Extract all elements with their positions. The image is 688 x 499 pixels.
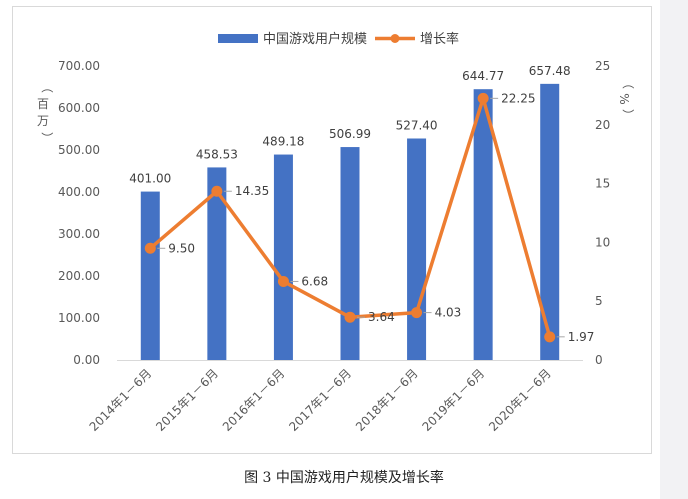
page-edge — [660, 0, 688, 499]
right-axis-tick-label: 0 — [595, 353, 603, 367]
line-point — [344, 311, 356, 323]
line-value-label: 3.64 — [368, 310, 395, 324]
right-axis-tick-label: 25 — [595, 59, 610, 73]
right-axis-tick-label: 10 — [595, 235, 610, 249]
left-axis-title-char: 百 — [37, 97, 49, 111]
line-point — [144, 242, 156, 254]
left-axis-tick-label: 600.00 — [58, 101, 100, 115]
x-axis-tick-label: 2017年1－6月 — [286, 366, 354, 434]
x-axis-tick-label: 2018年1－6月 — [353, 366, 421, 434]
x-axis: 2014年1－6月2015年1－6月2016年1－6月2017年1－6月2018… — [87, 360, 583, 434]
line-value-label: 1.97 — [568, 330, 595, 344]
x-axis-tick-label: 2020年1－6月 — [486, 366, 554, 434]
bar — [273, 154, 293, 360]
right-axis-title-char: ） — [621, 109, 635, 121]
right-axis-title-char: % — [617, 93, 631, 104]
bar-value-label: 506.99 — [329, 127, 371, 141]
line-point — [477, 92, 489, 104]
line-value-label: 9.50 — [168, 241, 195, 255]
left-axis-title-char: 万 — [37, 114, 49, 128]
right-axis-tick-label: 15 — [595, 177, 610, 191]
right-axis: 0 5 10 15 20 25 （% ） — [595, 59, 635, 367]
chart-frame: 中国游戏用户规模 增长率 0.00 100.00 200.00 300.00 400.00… — [12, 6, 652, 454]
left-axis-title-char: （ — [40, 81, 54, 93]
legend: 中国游戏用户规模 增长率 — [218, 31, 459, 47]
legend-bar-swatch — [218, 34, 258, 43]
bar-value-label: 657.48 — [529, 64, 571, 78]
left-axis-tick-label: 700.00 — [58, 59, 100, 73]
line-point — [211, 185, 223, 197]
left-axis-tick-label: 0.00 — [73, 353, 100, 367]
bar-value-label: 644.77 — [462, 69, 504, 83]
left-axis-tick-label: 300.00 — [58, 227, 100, 241]
bar-value-label: 527.40 — [396, 118, 438, 132]
bar-value-label: 489.18 — [262, 135, 304, 149]
bar-value-label: 458.53 — [196, 147, 238, 161]
bar-value-label: 401.00 — [129, 172, 171, 186]
bar — [340, 147, 360, 360]
line-point — [544, 331, 556, 343]
bar — [473, 89, 493, 361]
legend-line-label: 增长率 — [420, 31, 459, 47]
left-axis-tick-label: 200.00 — [58, 269, 100, 283]
right-axis-tick-label: 5 — [595, 294, 603, 308]
bar-series — [140, 83, 560, 361]
line-point — [411, 307, 423, 319]
line-series: 9.50 14.35 6.68 3.64 4.03 22.25 1.97 — [144, 91, 595, 344]
x-axis-tick-label: 2019年1－6月 — [420, 366, 488, 434]
bar — [140, 191, 160, 360]
x-axis-tick-label: 2016年1－6月 — [220, 366, 288, 434]
legend-line-marker — [390, 34, 400, 43]
left-axis-tick-label: 500.00 — [58, 143, 100, 157]
line-value-label: 14.35 — [235, 184, 269, 198]
legend-bar-label: 中国游戏用户规模 — [263, 31, 367, 47]
right-axis-tick-label: 20 — [595, 118, 610, 132]
bar — [407, 138, 427, 360]
x-axis-tick-label: 2014年1－6月 — [87, 366, 155, 434]
line-value-label: 22.25 — [501, 91, 535, 105]
left-axis: 0.00 100.00 200.00 300.00 400.00 500.00 600.00… — [37, 59, 100, 367]
line-value-label: 6.68 — [301, 274, 328, 288]
combo-chart: 中国游戏用户规模 增长率 0.00 100.00 200.00 300.00 400.00… — [37, 31, 635, 434]
left-axis-tick-label: 400.00 — [58, 185, 100, 199]
right-axis-title-char: （ — [621, 77, 635, 89]
bar-data-labels: 401.00 458.53 489.18 506.99 527.40 644.77 657.… — [129, 64, 570, 186]
figure-caption: 图 3 中国游戏用户规模及增长率 — [244, 470, 444, 486]
left-axis-title-char: ） — [40, 132, 54, 144]
bar — [207, 167, 227, 360]
line-value-label: 4.03 — [435, 306, 462, 320]
line-point — [277, 275, 289, 287]
bar — [540, 83, 560, 360]
left-axis-tick-label: 100.00 — [58, 311, 100, 325]
x-axis-tick-label: 2015年1－6月 — [153, 366, 221, 434]
